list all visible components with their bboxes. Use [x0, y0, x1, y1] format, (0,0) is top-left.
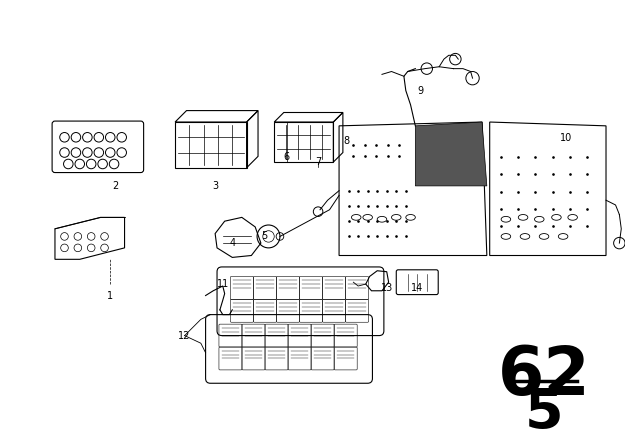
Text: 14: 14: [411, 283, 424, 293]
Bar: [274, 122, 333, 162]
Bar: [175, 122, 246, 168]
Text: 12: 12: [179, 331, 191, 340]
Text: 10: 10: [560, 133, 572, 143]
Text: 1: 1: [107, 291, 113, 301]
Text: 4: 4: [229, 238, 236, 248]
Text: 3: 3: [212, 181, 218, 191]
Text: 7: 7: [315, 157, 321, 167]
Text: 62: 62: [498, 343, 590, 409]
Text: 8: 8: [344, 136, 349, 146]
Polygon shape: [415, 122, 487, 186]
Text: 6: 6: [284, 152, 290, 162]
Text: 5: 5: [262, 232, 268, 241]
Text: 11: 11: [216, 279, 229, 289]
Text: 9: 9: [417, 86, 423, 95]
Text: 13: 13: [381, 283, 393, 293]
Text: 5: 5: [525, 386, 563, 440]
Text: 2: 2: [112, 181, 118, 191]
